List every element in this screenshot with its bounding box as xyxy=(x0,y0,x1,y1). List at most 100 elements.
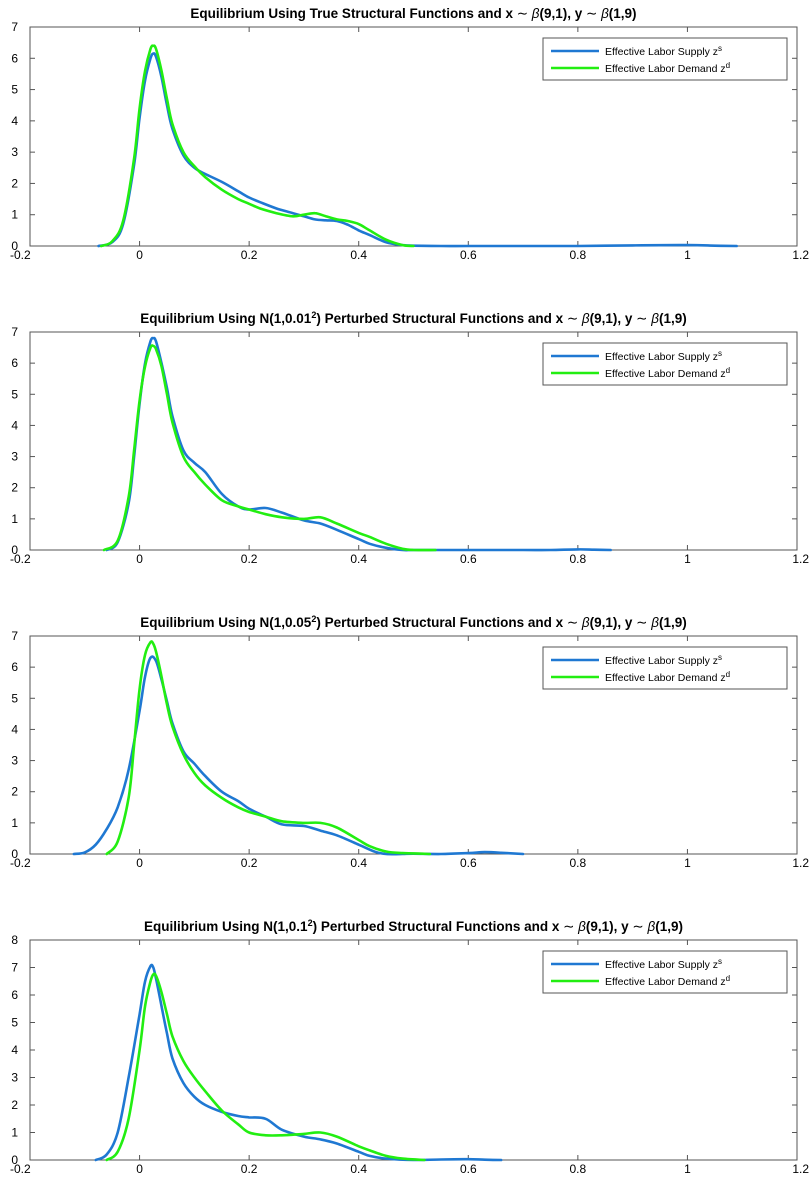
legend-label-main: Effective Labor Demand z xyxy=(605,63,726,75)
chart-title-part: β xyxy=(597,6,609,21)
x-tick-label: -0.2 xyxy=(10,1162,31,1176)
legend-label: Effective Labor Demand zd xyxy=(605,61,730,76)
chart-title-part: 2 xyxy=(311,310,316,320)
demand-series-line xyxy=(99,44,415,248)
legend-label-main: Effective Labor Supply z xyxy=(605,351,718,363)
y-tick-label: 7 xyxy=(11,961,18,975)
chart-title-part: β xyxy=(644,919,656,934)
x-tick-label: 1.2 xyxy=(792,552,809,566)
chart-title-part: 2 xyxy=(311,614,316,624)
chart-title-part: Equilibrium Using N(1,0.05 xyxy=(140,615,312,630)
x-tick-label: 0.6 xyxy=(460,248,477,262)
x-tick-label: 0.4 xyxy=(350,552,367,566)
chart-title-part: Equilibrium Using True Structural Functi… xyxy=(190,6,516,21)
x-tick-label: 0.4 xyxy=(350,1162,367,1176)
chart-title-part: ) Perturbed Structural Functions and x xyxy=(316,615,567,630)
legend-label: Effective Labor Supply zs xyxy=(605,44,722,59)
chart-title-part: (9,1), y xyxy=(586,919,633,934)
y-tick-label: 1 xyxy=(11,512,18,526)
y-tick-label: 1 xyxy=(11,816,18,830)
legend-label-sup: d xyxy=(726,366,730,375)
x-tick-label: 0.8 xyxy=(570,1162,587,1176)
y-tick-label: 3 xyxy=(11,450,18,464)
y-tick-label: 2 xyxy=(11,1098,18,1112)
legend-label-sup: s xyxy=(718,957,722,966)
chart-title-part: ∼ xyxy=(636,311,647,326)
y-tick-label: 0 xyxy=(11,1153,18,1167)
x-tick-label: 0.8 xyxy=(570,552,587,566)
chart-title-part: ∼ xyxy=(586,6,597,21)
legend-label: Effective Labor Supply zs xyxy=(605,957,722,972)
legend-box xyxy=(542,646,788,690)
y-tick-label: 4 xyxy=(11,114,18,128)
chart-title-part: β xyxy=(574,919,586,934)
x-tick-label: 0 xyxy=(136,552,143,566)
x-tick-label: 0.2 xyxy=(241,552,258,566)
legend-label-sup: s xyxy=(718,44,722,53)
legend-label-sup: d xyxy=(726,61,730,70)
chart-panel-2: Equilibrium Using N(1,0.012) Perturbed S… xyxy=(10,310,809,566)
chart-panel-3: Equilibrium Using N(1,0.052) Perturbed S… xyxy=(10,614,809,870)
legend-box xyxy=(542,950,788,994)
y-tick-label: 5 xyxy=(11,83,18,97)
x-tick-label: 1.2 xyxy=(792,1162,809,1176)
chart-title-part: β xyxy=(647,311,659,326)
y-tick-label: 7 xyxy=(11,325,18,339)
chart-title-part: ∼ xyxy=(563,919,574,934)
x-tick-label: -0.2 xyxy=(10,552,31,566)
y-tick-label: 7 xyxy=(11,629,18,643)
y-tick-label: 4 xyxy=(11,418,18,432)
x-tick-label: 0.2 xyxy=(241,856,258,870)
y-tick-label: 0 xyxy=(11,847,18,861)
y-tick-label: 5 xyxy=(11,691,18,705)
legend: Effective Labor Supply zs Effective Labor… xyxy=(542,950,788,994)
legend-label: Effective Labor Supply zs xyxy=(605,653,722,668)
chart-title-part: β xyxy=(578,615,590,630)
y-tick-label: 1 xyxy=(11,1126,18,1140)
legend-label-sup: s xyxy=(718,653,722,662)
chart-title-part: (9,1), y xyxy=(590,615,637,630)
chart-title-part: β xyxy=(647,615,659,630)
chart-title-part: ∼ xyxy=(517,6,528,21)
y-tick-label: 0 xyxy=(11,239,18,253)
y-tick-label: 6 xyxy=(11,988,18,1002)
x-tick-label: 0.8 xyxy=(570,248,587,262)
legend-label: Effective Labor Demand zd xyxy=(605,670,730,685)
y-tick-label: 2 xyxy=(11,785,18,799)
legend-label-sup: s xyxy=(718,349,722,358)
legend-label: Effective Labor Demand zd xyxy=(605,974,730,989)
legend-label-main: Effective Labor Supply z xyxy=(605,46,718,58)
legend: Effective Labor Supply zs Effective Labor… xyxy=(542,342,788,386)
legend-label-main: Effective Labor Supply z xyxy=(605,655,718,667)
chart-title-part: ∼ xyxy=(567,615,578,630)
y-tick-label: 4 xyxy=(11,722,18,736)
y-tick-label: 2 xyxy=(11,176,18,190)
y-tick-label: 2 xyxy=(11,481,18,495)
demand-series-line xyxy=(102,344,437,552)
x-tick-label: 1 xyxy=(684,552,691,566)
legend-box xyxy=(542,342,788,386)
x-tick-label: 0.2 xyxy=(241,248,258,262)
chart-title-part: (1,9) xyxy=(609,6,637,21)
chart-title-part: (1,9) xyxy=(655,919,683,934)
x-tick-label: 1 xyxy=(684,856,691,870)
chart-title: Equilibrium Using True Structural Functi… xyxy=(190,6,636,21)
x-tick-label: 0.6 xyxy=(460,552,477,566)
x-tick-label: 0 xyxy=(136,856,143,870)
x-tick-label: 0.4 xyxy=(350,248,367,262)
chart-title-part: 2 xyxy=(308,918,313,928)
plot-area xyxy=(29,331,798,551)
chart-title: Equilibrium Using N(1,0.052) Perturbed S… xyxy=(140,614,686,630)
x-tick-label: -0.2 xyxy=(10,248,31,262)
y-tick-label: 0 xyxy=(11,543,18,557)
y-tick-label: 6 xyxy=(11,660,18,674)
x-tick-label: 0 xyxy=(136,1162,143,1176)
chart-title-part: β xyxy=(578,311,590,326)
x-tick-label: 1.2 xyxy=(792,856,809,870)
legend-label: Effective Labor Demand zd xyxy=(605,366,730,381)
chart-title-part: ∼ xyxy=(636,615,647,630)
chart-title-part: Equilibrium Using N(1,0.1 xyxy=(144,919,308,934)
